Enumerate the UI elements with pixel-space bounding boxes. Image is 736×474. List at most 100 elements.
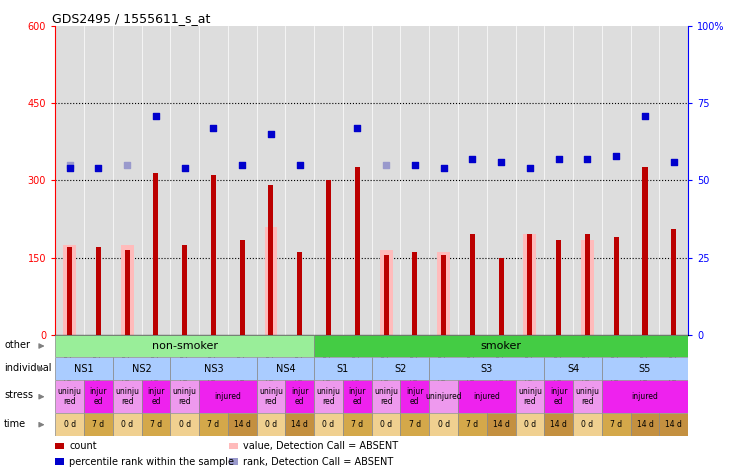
Bar bbox=[581, 239, 594, 335]
Bar bbox=[63, 245, 76, 335]
Bar bbox=[257, 357, 314, 380]
Text: injured: injured bbox=[631, 392, 659, 401]
Text: injur
ed: injur ed bbox=[406, 387, 424, 406]
Bar bbox=[372, 357, 429, 380]
Bar bbox=[343, 380, 372, 413]
Bar bbox=[113, 413, 141, 436]
Text: uninju
red: uninju red bbox=[115, 387, 139, 406]
Bar bbox=[141, 413, 170, 436]
Bar bbox=[515, 380, 545, 413]
Bar bbox=[84, 413, 113, 436]
Bar bbox=[314, 413, 343, 436]
Bar bbox=[286, 413, 314, 436]
Bar bbox=[326, 180, 331, 335]
Text: 14 d: 14 d bbox=[551, 420, 567, 429]
Text: percentile rank within the sample: percentile rank within the sample bbox=[69, 456, 234, 467]
Bar bbox=[470, 234, 475, 335]
Text: injur
ed: injur ed bbox=[349, 387, 366, 406]
Bar bbox=[585, 234, 590, 335]
Bar bbox=[631, 413, 659, 436]
Bar bbox=[498, 257, 503, 335]
Bar bbox=[515, 413, 545, 436]
Text: 0 d: 0 d bbox=[179, 420, 191, 429]
Text: NS1: NS1 bbox=[74, 364, 93, 374]
Bar bbox=[602, 413, 631, 436]
Bar bbox=[55, 443, 64, 449]
Bar bbox=[545, 413, 573, 436]
Bar bbox=[153, 173, 158, 335]
Bar bbox=[230, 458, 238, 465]
Bar bbox=[141, 380, 170, 413]
Bar bbox=[314, 380, 343, 413]
Text: 0 d: 0 d bbox=[437, 420, 450, 429]
Point bbox=[610, 152, 622, 159]
Bar bbox=[55, 335, 314, 357]
Bar bbox=[55, 413, 84, 436]
Bar bbox=[55, 380, 84, 413]
Bar bbox=[314, 335, 688, 357]
Bar bbox=[170, 357, 257, 380]
Text: time: time bbox=[4, 419, 26, 428]
Bar bbox=[545, 357, 602, 380]
Bar bbox=[55, 357, 113, 380]
Bar bbox=[372, 413, 400, 436]
Bar bbox=[343, 413, 372, 436]
Bar bbox=[400, 380, 429, 413]
Bar bbox=[113, 357, 170, 380]
Bar bbox=[211, 175, 216, 335]
Bar bbox=[556, 239, 562, 335]
Point bbox=[294, 161, 305, 169]
Text: 0 d: 0 d bbox=[63, 420, 76, 429]
Bar bbox=[121, 245, 134, 335]
Text: uninju
red: uninju red bbox=[374, 387, 398, 406]
Bar bbox=[199, 413, 228, 436]
Point bbox=[553, 155, 565, 163]
Bar bbox=[314, 357, 372, 380]
Bar bbox=[257, 413, 286, 436]
Point bbox=[179, 164, 191, 172]
Text: 0 d: 0 d bbox=[524, 420, 536, 429]
Point bbox=[381, 161, 392, 169]
Text: 0 d: 0 d bbox=[121, 420, 133, 429]
Text: 14 d: 14 d bbox=[234, 420, 251, 429]
Bar bbox=[182, 245, 187, 335]
Point bbox=[265, 130, 277, 138]
Point bbox=[64, 161, 76, 169]
Bar bbox=[458, 380, 515, 413]
Point bbox=[64, 164, 76, 172]
Bar bbox=[429, 357, 545, 380]
Bar bbox=[602, 357, 688, 380]
Bar bbox=[269, 185, 274, 335]
Bar bbox=[643, 167, 648, 335]
Bar bbox=[437, 252, 450, 335]
Bar bbox=[671, 229, 676, 335]
Point bbox=[150, 112, 162, 119]
Text: S3: S3 bbox=[481, 364, 493, 374]
Text: 14 d: 14 d bbox=[665, 420, 682, 429]
Bar bbox=[264, 227, 277, 335]
Point bbox=[93, 164, 105, 172]
Bar bbox=[429, 380, 458, 413]
Text: 7 d: 7 d bbox=[92, 420, 105, 429]
Text: GDS2495 / 1555611_s_at: GDS2495 / 1555611_s_at bbox=[52, 12, 210, 25]
Bar bbox=[199, 380, 257, 413]
Text: 7 d: 7 d bbox=[408, 420, 421, 429]
Bar bbox=[412, 252, 417, 335]
Bar bbox=[441, 255, 446, 335]
Point bbox=[236, 161, 248, 169]
Bar bbox=[458, 413, 486, 436]
Text: S2: S2 bbox=[394, 364, 406, 374]
Bar bbox=[383, 255, 389, 335]
Bar bbox=[240, 239, 245, 335]
Text: uninju
red: uninju red bbox=[57, 387, 82, 406]
Text: smoker: smoker bbox=[481, 341, 522, 351]
Bar bbox=[486, 413, 515, 436]
Bar bbox=[573, 413, 602, 436]
Text: 7 d: 7 d bbox=[351, 420, 364, 429]
Text: NS4: NS4 bbox=[275, 364, 295, 374]
Text: injur
ed: injur ed bbox=[90, 387, 107, 406]
Text: 0 d: 0 d bbox=[380, 420, 392, 429]
Text: NS3: NS3 bbox=[204, 364, 223, 374]
Text: 14 d: 14 d bbox=[291, 420, 308, 429]
Bar bbox=[170, 380, 199, 413]
